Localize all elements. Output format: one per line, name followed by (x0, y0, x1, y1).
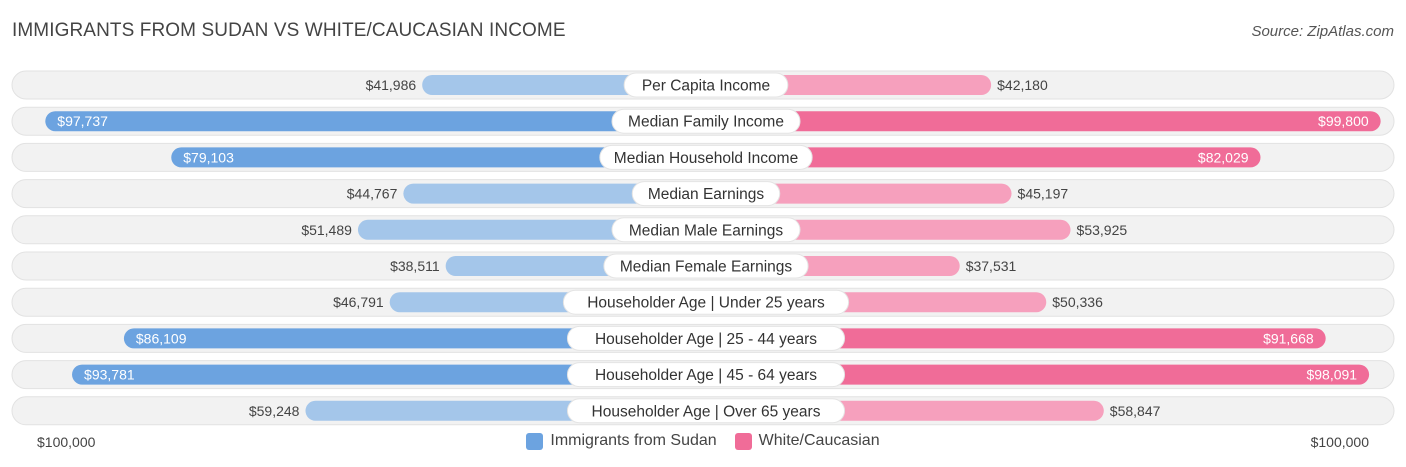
bar-sudan (72, 364, 706, 385)
category-label: Householder Age | Under 25 years (587, 295, 825, 312)
axis-right-label: $100,000 (1310, 434, 1369, 450)
category-label: Median Earnings (648, 186, 765, 203)
category-pill (611, 108, 801, 134)
value-label-sudan: $44,767 (347, 186, 398, 202)
value-label-sudan: $59,248 (249, 403, 300, 419)
bar-white (706, 364, 1370, 385)
bar-white (706, 147, 1261, 168)
value-label-white: $99,800 (1318, 113, 1369, 129)
legend-item-sudan[interactable]: Immigrants from Sudan (526, 432, 717, 450)
category-label: Householder Age | 45 - 64 years (595, 367, 817, 384)
value-label-sudan: $51,489 (301, 222, 352, 238)
category-label: Householder Age | 25 - 44 years (595, 331, 817, 348)
legend-swatch-white (734, 432, 752, 450)
category-pill (599, 144, 813, 170)
value-label-sudan: $38,511 (390, 258, 440, 274)
value-label-white: $37,531 (966, 258, 1017, 274)
chart-title: IMMIGRANTS FROM SUDAN VS WHITE/CAUCASIAN… (12, 20, 566, 41)
legend-label-white: White/Caucasian (758, 432, 880, 449)
bar-sudan (403, 183, 706, 204)
bar-sudan (123, 328, 707, 349)
bar-white (706, 328, 1326, 349)
income-comparison-chart: $41,986 $42,180 Per Capita Income $97,737 $9… (11, 70, 1395, 426)
value-label-white: $98,091 (1306, 367, 1357, 383)
bar-white (706, 111, 1381, 132)
value-label-sudan: $46,791 (333, 294, 384, 310)
category-pill (566, 398, 846, 424)
source-note: Source: ZipAtlas.com (1251, 23, 1394, 40)
category-label: Householder Age | Over 65 years (592, 403, 821, 420)
legend-label-sudan: Immigrants from Sudan (550, 432, 717, 449)
value-label-sudan: $86,109 (136, 330, 187, 346)
legend-item-white[interactable]: White/Caucasian (734, 432, 880, 450)
value-label-sudan: $41,986 (366, 77, 417, 93)
category-pill (566, 362, 846, 388)
value-label-sudan: $93,781 (84, 367, 135, 383)
bar-sudan (171, 147, 706, 168)
category-pill (631, 181, 781, 207)
value-label-sudan: $79,103 (183, 149, 234, 165)
category-label: Per Capita Income (642, 78, 770, 95)
category-pill (611, 217, 801, 243)
legend-swatch-sudan (526, 432, 544, 450)
category-pill (562, 289, 850, 315)
bar-sudan (45, 111, 707, 132)
category-label: Median Male Earnings (629, 222, 783, 239)
value-label-white: $91,668 (1263, 330, 1314, 346)
value-label-white: $58,847 (1110, 403, 1161, 419)
category-pill (603, 253, 809, 279)
value-label-white: $50,336 (1052, 294, 1103, 310)
value-label-sudan: $97,737 (57, 113, 108, 129)
value-label-white: $82,029 (1198, 149, 1249, 165)
category-label: Median Female Earnings (620, 259, 793, 276)
axis-left-label: $100,000 (37, 434, 96, 450)
legend: Immigrants from Sudan White/Caucasian (0, 432, 1406, 450)
category-pill (566, 325, 846, 351)
category-label: Median Family Income (628, 114, 784, 131)
value-label-white: $53,925 (1077, 222, 1128, 238)
value-label-white: $42,180 (997, 77, 1048, 93)
category-label: Median Household Income (614, 150, 798, 167)
bar-white (706, 183, 1012, 204)
value-label-white: $45,197 (1018, 186, 1069, 202)
category-pill (623, 72, 789, 98)
